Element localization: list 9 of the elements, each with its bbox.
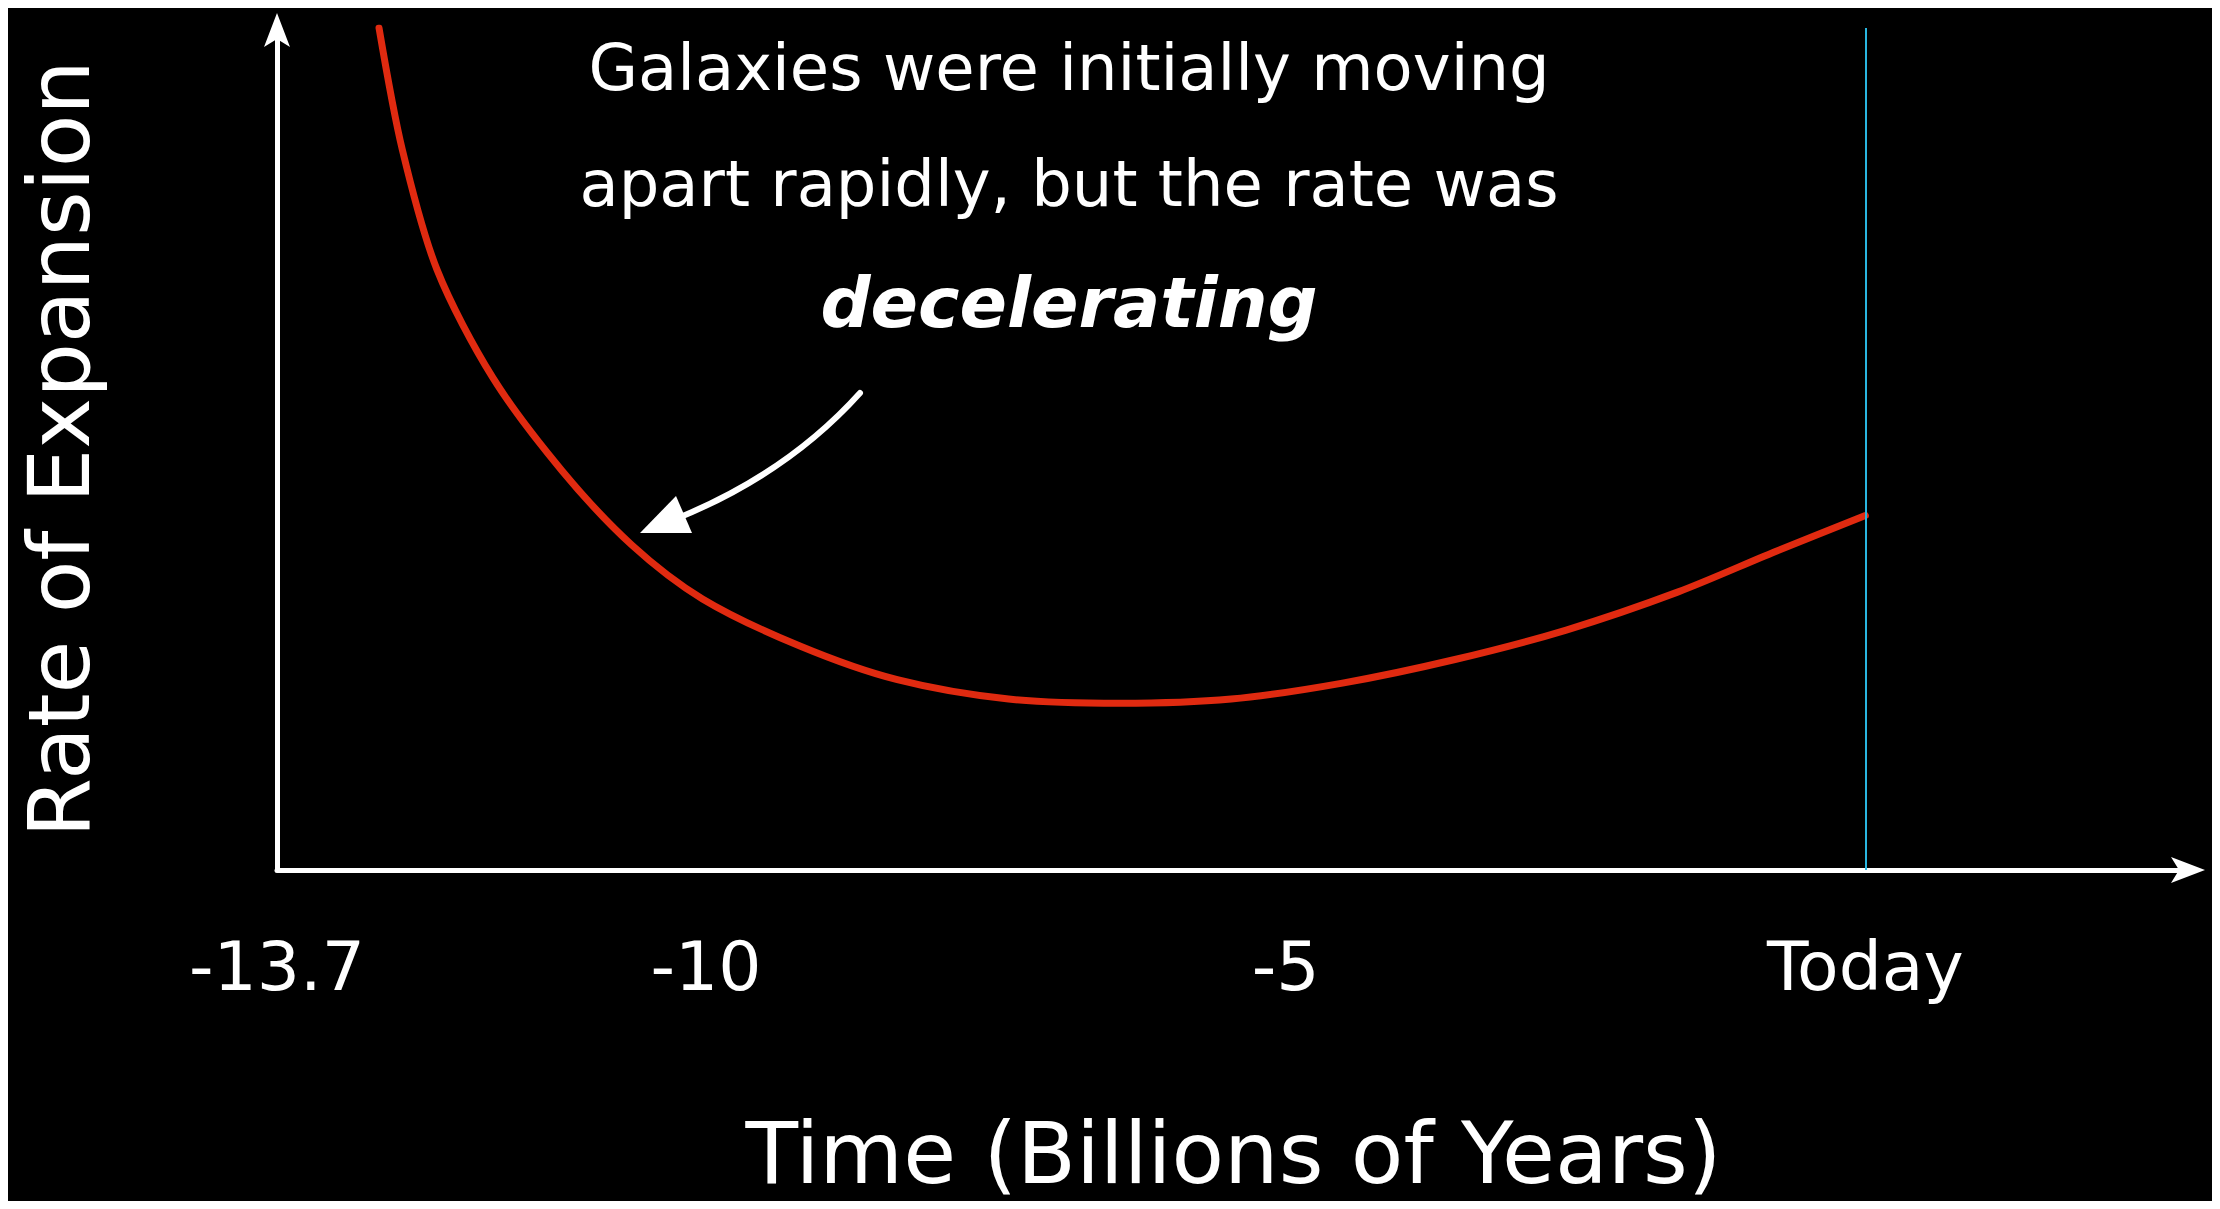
annotation: Galaxies were initially moving bbox=[588, 31, 1550, 105]
x-tick-label: -5 bbox=[1251, 926, 1320, 1006]
y-axis-title: Rate of Expansion bbox=[9, 60, 109, 838]
x-tick-label: -10 bbox=[650, 926, 762, 1006]
x-tick-label: Today bbox=[1766, 926, 1964, 1006]
annotation: apart rapidly, but the rate was bbox=[579, 147, 1559, 221]
x-tick-label: -13.7 bbox=[189, 926, 365, 1006]
annotation: decelerating bbox=[820, 262, 1318, 344]
x-axis-title: Time (Billions of Years) bbox=[744, 1103, 1722, 1203]
